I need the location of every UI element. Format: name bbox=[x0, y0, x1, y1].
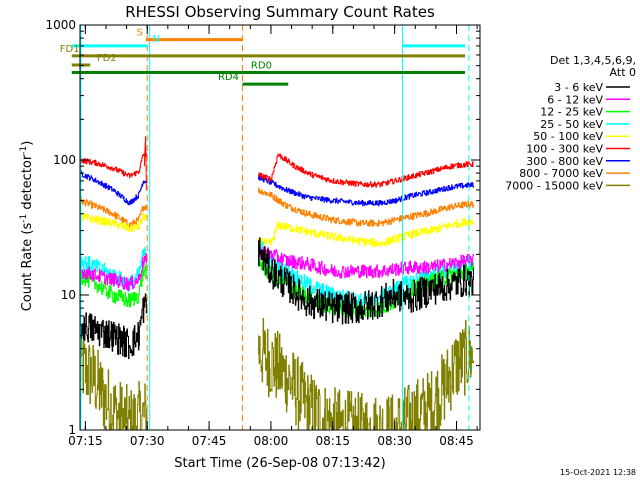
y-tick-label-2: 100 bbox=[53, 153, 76, 167]
x-tick-label-4: 08:15 bbox=[315, 434, 350, 448]
flag-label-5: RD0 bbox=[251, 60, 272, 71]
chart-title: RHESSI Observing Summary Count Rates bbox=[125, 3, 435, 21]
legend-label-3: 25 - 50 keV bbox=[540, 118, 603, 131]
series-line-7-seg-0 bbox=[80, 197, 148, 228]
x-tick-label-6: 08:45 bbox=[439, 434, 474, 448]
series-line-0-seg-0 bbox=[80, 293, 148, 360]
series-line-8-seg-0 bbox=[80, 328, 148, 431]
series-line-7-seg-1 bbox=[258, 187, 474, 227]
y-axis-label: Count Rate (s-1 detector-1) bbox=[19, 141, 35, 312]
x-tick-label-3: 08:00 bbox=[254, 434, 289, 448]
flag-label-3: FD1 bbox=[60, 44, 80, 55]
series-line-2-seg-1 bbox=[258, 255, 474, 320]
plot-area bbox=[80, 136, 474, 431]
legend-label-6: 300 - 800 keV bbox=[526, 155, 603, 168]
legend-header-0: Det 1,3,4,5,6,9, bbox=[550, 54, 636, 67]
flag-label-0: S bbox=[137, 28, 143, 39]
legend-label-7: 800 - 7000 keV bbox=[519, 167, 603, 180]
y-tick-label-0: 1 bbox=[68, 423, 76, 437]
legend-header-1: Att 0 bbox=[610, 66, 636, 79]
x-tick-label-0: 07:15 bbox=[68, 434, 103, 448]
series-line-0-seg-1 bbox=[258, 237, 474, 325]
series-line-8-seg-1 bbox=[258, 318, 474, 431]
y-tick-label-3: 1000 bbox=[45, 18, 76, 32]
series-line-5-seg-0 bbox=[80, 152, 148, 179]
series-line-5-seg-1 bbox=[258, 153, 474, 188]
legend-label-5: 100 - 300 keV bbox=[526, 143, 603, 156]
legend-label-4: 50 - 100 keV bbox=[533, 130, 603, 143]
legend-label-0: 3 - 6 keV bbox=[554, 81, 603, 94]
series-line-6-seg-0 bbox=[80, 170, 148, 206]
axes: 07:15 07:30 07:45 08:00 08:15 08:30 08:45 1 10 10… bbox=[45, 18, 481, 448]
series-line-1-seg-0 bbox=[80, 253, 148, 291]
legend-label-2: 12 - 25 keV bbox=[540, 106, 603, 119]
series-line-1-seg-1 bbox=[258, 246, 474, 279]
flag-label-6: RD4 bbox=[218, 72, 239, 83]
y-tick-label-1: 10 bbox=[61, 288, 76, 302]
series-line-4-seg-1 bbox=[258, 218, 474, 247]
x-tick-label-1: 07:30 bbox=[130, 434, 165, 448]
legend-label-1: 6 - 12 keV bbox=[547, 93, 603, 106]
footer-timestamp: 15-Oct-2021 12:38 bbox=[560, 468, 636, 477]
x-axis-label: Start Time (26-Sep-08 07:13:42) bbox=[174, 456, 385, 471]
x-tick-label-5: 08:30 bbox=[377, 434, 412, 448]
legend-label-8: 7000 - 15000 keV bbox=[505, 179, 603, 192]
flare-spike bbox=[143, 136, 147, 190]
flag-label-4: FD2 bbox=[97, 53, 117, 64]
flag-label-1: N bbox=[153, 34, 160, 45]
mode-change-lines bbox=[80, 25, 470, 430]
x-tick-label-2: 07:45 bbox=[192, 434, 227, 448]
plot-frame bbox=[79, 24, 481, 431]
series-line-4-seg-0 bbox=[80, 213, 148, 233]
flag-bars: SN FD1 FD2 RD0 RD4 bbox=[60, 28, 465, 86]
series-line-6-seg-1 bbox=[258, 175, 474, 207]
